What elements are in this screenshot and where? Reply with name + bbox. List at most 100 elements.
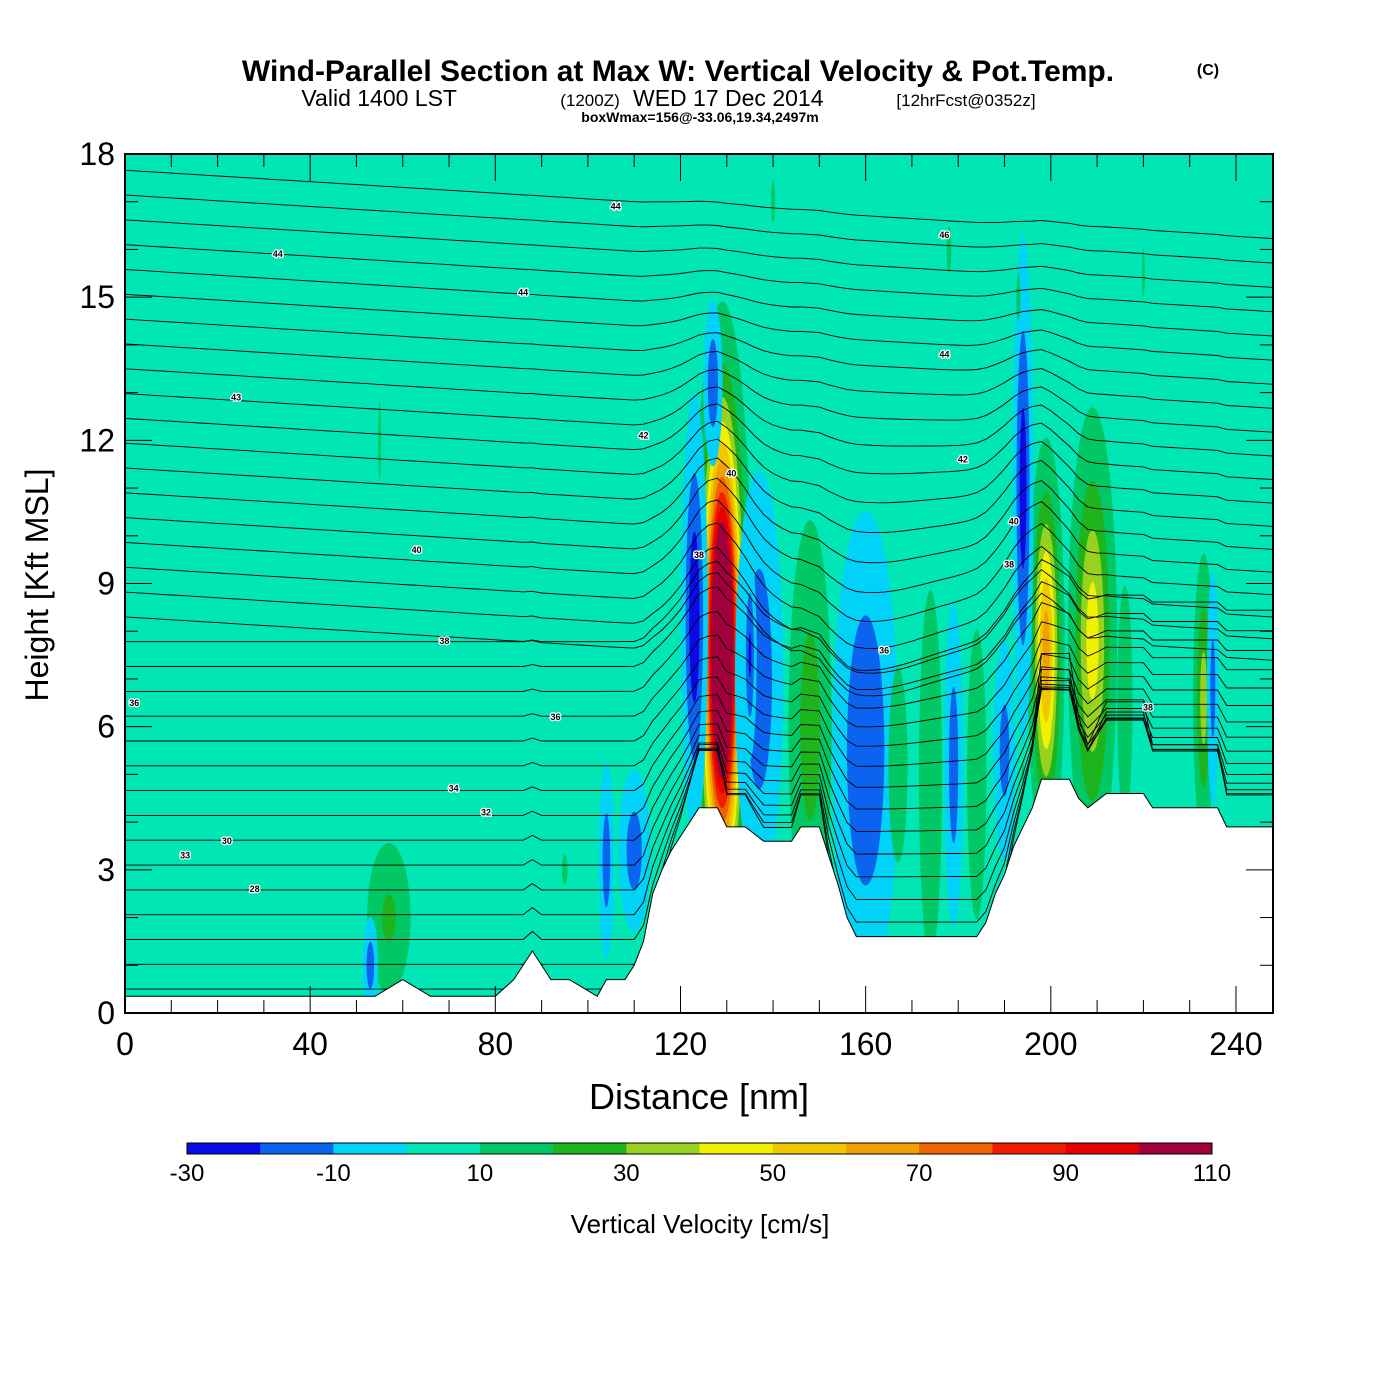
theta-contour bbox=[125, 244, 1273, 313]
potential-temperature-contours bbox=[125, 169, 1273, 990]
velocity-band bbox=[1016, 273, 1021, 322]
x-tick-label: 0 bbox=[116, 1026, 134, 1062]
contour-label: 36 bbox=[879, 645, 889, 655]
velocity-band bbox=[999, 704, 1010, 797]
velocity-band bbox=[771, 180, 775, 223]
theta-contour bbox=[125, 318, 1273, 385]
contour-label: 44 bbox=[518, 287, 528, 297]
theta-contour bbox=[125, 558, 1273, 671]
velocity-band bbox=[561, 854, 568, 886]
velocity-band bbox=[1117, 585, 1133, 820]
contour-label: 42 bbox=[638, 431, 648, 441]
velocity-cell bbox=[944, 603, 963, 927]
theta-contour bbox=[125, 572, 1273, 697]
colorbar-swatch bbox=[919, 1143, 993, 1154]
theta-contour bbox=[125, 683, 1273, 841]
colorbar-swatch bbox=[845, 1143, 920, 1154]
contour-label: 44 bbox=[939, 349, 949, 359]
theta-contour bbox=[125, 581, 1273, 691]
contour-label: 34 bbox=[449, 784, 459, 794]
theta-contour bbox=[125, 169, 1273, 240]
velocity-cell bbox=[1027, 437, 1065, 864]
colorbar-tick-label: 90 bbox=[1052, 1160, 1079, 1187]
colorbar: -30 -10 10 30 50 70 90 110 bbox=[170, 1142, 1231, 1187]
velocity-cell bbox=[367, 842, 411, 993]
theta-contour bbox=[125, 477, 1273, 594]
colorbar-swatch bbox=[1138, 1143, 1213, 1154]
theta-contour bbox=[125, 219, 1273, 288]
velocity-cell bbox=[1117, 585, 1133, 820]
y-tick-label: 3 bbox=[97, 852, 115, 888]
colorbar-swatch bbox=[260, 1143, 334, 1154]
velocity-cells bbox=[362, 180, 1219, 1013]
colorbar-frame bbox=[186, 1142, 1213, 1155]
theta-contour bbox=[125, 653, 1273, 990]
plot-area: 44 44 44 46 44 43 42 40 42 40 38 40 38 38 36 36 36 38 34 32… bbox=[125, 154, 1273, 1013]
contour-label: 38 bbox=[694, 550, 704, 560]
x-tick-label: 120 bbox=[654, 1026, 707, 1062]
theta-contour bbox=[125, 403, 1273, 481]
theta-contour bbox=[125, 546, 1273, 674]
forecast-info: [12hrFcst@0352z] bbox=[896, 91, 1035, 110]
contour-labels: 44 44 44 46 44 43 42 40 42 40 38 40 38 38 36 36 36 38 34 32… bbox=[128, 200, 1154, 895]
y-tick-label: 15 bbox=[79, 279, 115, 315]
contour-label: 40 bbox=[726, 469, 736, 479]
contour-label: 28 bbox=[250, 884, 260, 894]
theta-contour bbox=[125, 343, 1273, 409]
theta-contour bbox=[125, 457, 1273, 564]
contour-label: 30 bbox=[222, 836, 232, 846]
contour-label: 42 bbox=[958, 454, 968, 464]
valid-date: WED 17 Dec 2014 bbox=[633, 85, 824, 111]
colorbar-label: Vertical Velocity [cm/s] bbox=[571, 1209, 830, 1239]
theta-contour bbox=[125, 653, 1273, 767]
x-tick-label: 40 bbox=[292, 1026, 328, 1062]
valid-utc: (1200Z) bbox=[560, 91, 620, 110]
velocity-band bbox=[689, 531, 700, 703]
theta-contour bbox=[125, 666, 1273, 792]
velocity-cell bbox=[734, 470, 784, 888]
velocity-cell bbox=[1141, 249, 1145, 298]
x-tick-label: 80 bbox=[478, 1026, 514, 1062]
velocity-band bbox=[846, 615, 885, 886]
colorbar-swatch bbox=[1065, 1143, 1140, 1154]
contour-label: 46 bbox=[939, 230, 949, 240]
velocity-cell bbox=[832, 510, 899, 991]
theta-contour bbox=[125, 522, 1273, 649]
theta-contour bbox=[125, 386, 1273, 457]
velocity-cell bbox=[918, 589, 942, 959]
colorbar-tick-label: 50 bbox=[759, 1160, 786, 1187]
contour-label: 44 bbox=[273, 249, 283, 259]
contour-label: 36 bbox=[550, 712, 560, 722]
velocity-cell bbox=[967, 629, 987, 920]
theta-contour bbox=[125, 420, 1273, 504]
colorbar-swatch bbox=[772, 1143, 847, 1154]
velocity-cell bbox=[598, 763, 615, 958]
terrain-mask bbox=[125, 778, 1273, 1013]
y-tick-label: 0 bbox=[97, 995, 115, 1031]
contour-label: 38 bbox=[439, 636, 449, 646]
velocity-cell bbox=[561, 854, 568, 886]
velocity-band bbox=[1086, 581, 1099, 700]
theta-contour bbox=[125, 686, 1273, 916]
x-tick-label: 240 bbox=[1209, 1026, 1262, 1062]
contour-label: 43 bbox=[231, 392, 241, 402]
colorbar-swatch bbox=[333, 1143, 408, 1154]
colorbar-swatch bbox=[626, 1143, 700, 1154]
theta-contour bbox=[125, 638, 1273, 747]
velocity-cell bbox=[1012, 235, 1034, 741]
colorbar-swatch bbox=[406, 1143, 481, 1154]
contour-label: 40 bbox=[412, 545, 422, 555]
velocity-cell bbox=[1016, 273, 1021, 322]
colorbar-swatch bbox=[699, 1143, 774, 1154]
theta-contour bbox=[125, 499, 1273, 622]
valid-time: Valid 1400 LST bbox=[301, 85, 457, 111]
colorbar-tick-label: -30 bbox=[170, 1160, 205, 1187]
velocity-band bbox=[967, 629, 987, 920]
colorbar-tick-label: -10 bbox=[316, 1160, 351, 1187]
velocity-band bbox=[602, 813, 611, 908]
velocity-cell bbox=[680, 394, 708, 840]
velocity-band bbox=[800, 632, 820, 821]
velocity-cell bbox=[691, 301, 753, 1000]
colorbar-tick-label: 10 bbox=[467, 1160, 494, 1187]
